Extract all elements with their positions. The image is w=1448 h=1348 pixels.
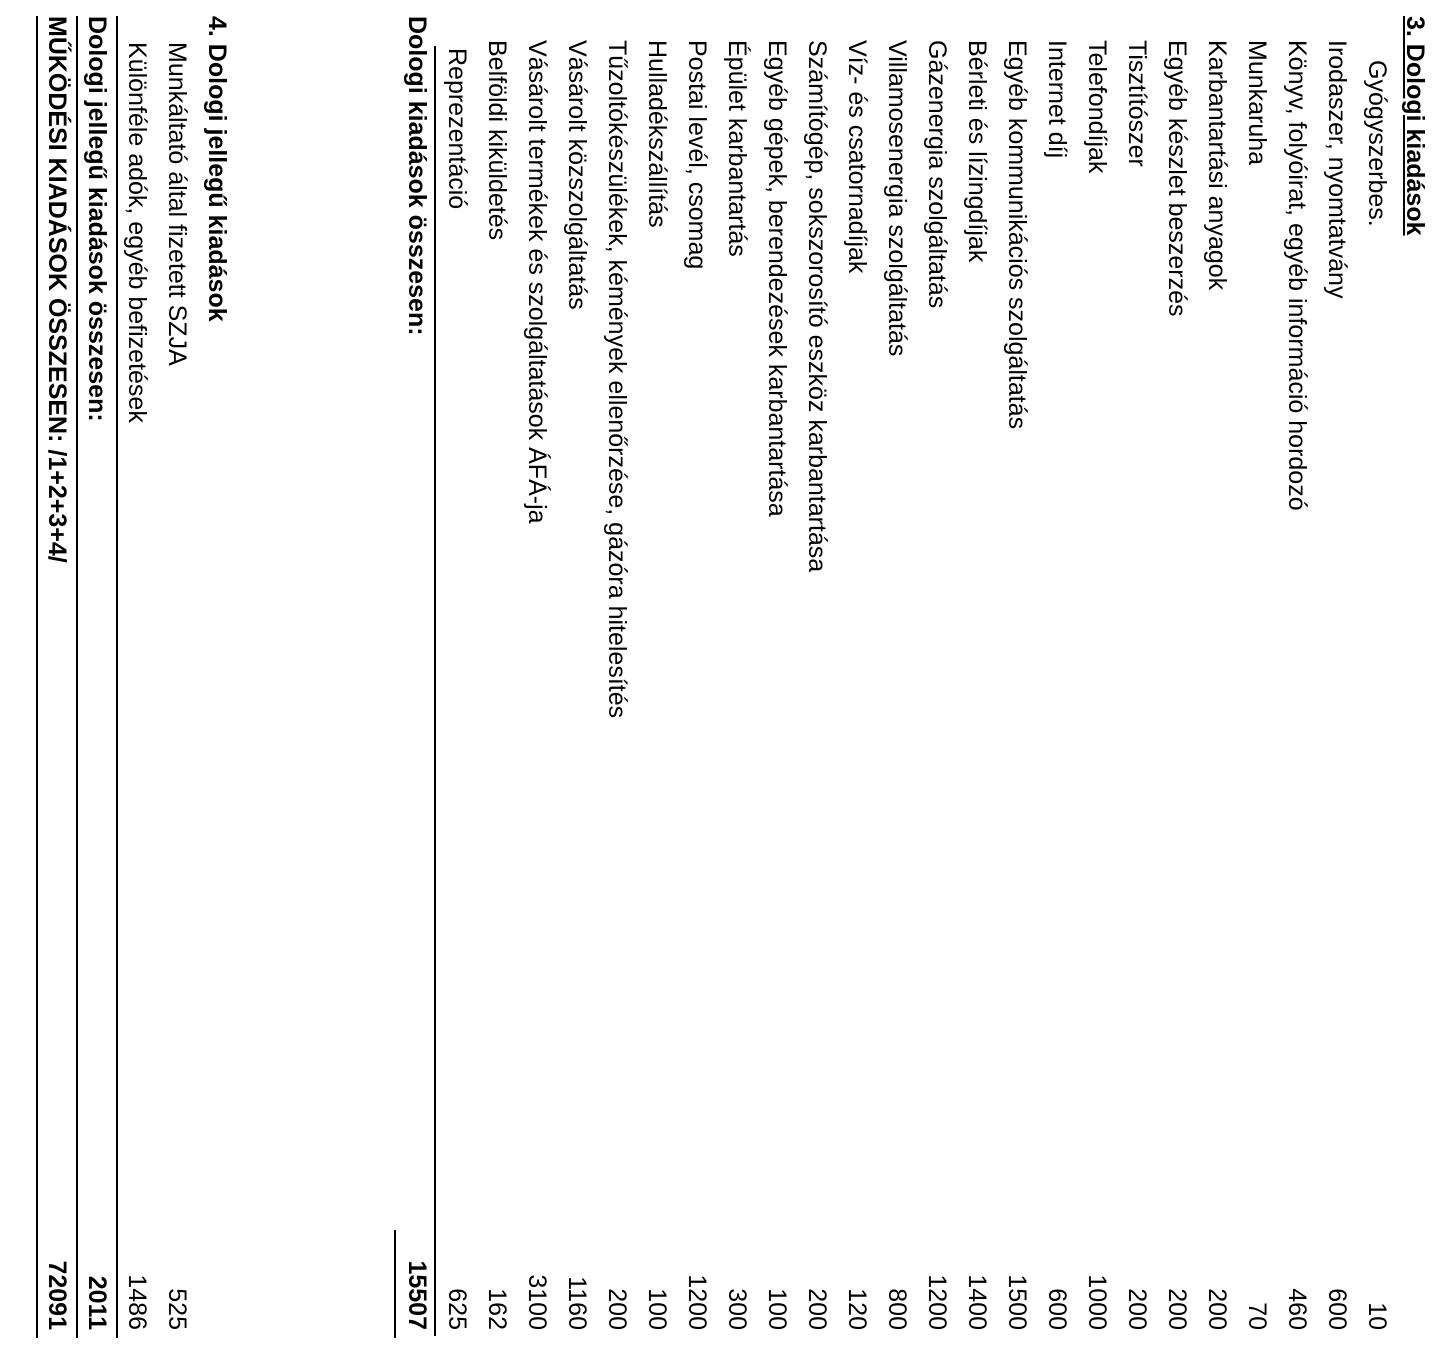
section3-total-label: Dologi kiadások összesen: bbox=[403, 16, 431, 336]
list-item: Gázenergia szolgáltatás 1200 bbox=[918, 0, 956, 1348]
item-label: Belföldi kiküldetés bbox=[483, 40, 511, 241]
item-value: 600 bbox=[1323, 1288, 1351, 1330]
divider bbox=[116, 16, 118, 1338]
item-value: 200 bbox=[1203, 1288, 1231, 1330]
item-value: 525 bbox=[163, 1288, 191, 1330]
item-label: Vásárolt termékek és szolgáltatások ÁFÁ-… bbox=[523, 40, 551, 524]
item-value: 300 bbox=[723, 1288, 751, 1330]
section4-total-value: 2011 bbox=[83, 1275, 111, 1330]
list-item: Irodaszer, nyomtatvány 600 bbox=[1318, 0, 1356, 1348]
list-item: Karbantartási anyagok 200 bbox=[1198, 0, 1236, 1348]
item-value: 100 bbox=[763, 1288, 791, 1330]
item-value: 200 bbox=[803, 1288, 831, 1330]
list-item: Számítógép, sokszorosító eszköz karbanta… bbox=[798, 0, 836, 1348]
item-label: Gázenergia szolgáltatás bbox=[923, 40, 951, 309]
item-value: 70 bbox=[1243, 1302, 1271, 1330]
item-label: Munkáltató által fizetett SZJA bbox=[163, 42, 191, 366]
item-label: Bérleti és lízingdíjak bbox=[963, 40, 991, 263]
item-value: 1200 bbox=[923, 1274, 951, 1330]
grand-total-value: 72091 bbox=[43, 1260, 71, 1330]
item-label: Különféle adók, egyéb befizetések bbox=[123, 42, 151, 423]
divider bbox=[36, 16, 38, 1338]
item-label: Irodaszer, nyomtatvány bbox=[1323, 40, 1351, 299]
list-item: Internet díj 600 bbox=[1038, 0, 1076, 1348]
section3-total-row: Dologi kiadások összesen: 15507 bbox=[398, 0, 436, 1348]
list-item: Gyógyszerbes. 10 bbox=[1358, 0, 1396, 1348]
grand-total-label: MŰKÖDÉSI KIADÁSOK ÖSSZESEN: /1+2+3+4/ bbox=[43, 16, 71, 563]
item-label: Egyéb gépek, berendezések karbantartása bbox=[763, 40, 791, 517]
item-value: 600 bbox=[1043, 1288, 1071, 1330]
list-item: Belföldi kiküldetés 162 bbox=[478, 0, 516, 1348]
item-value: 3100 bbox=[523, 1274, 551, 1330]
item-value: 100 bbox=[643, 1288, 671, 1330]
item-value: 162 bbox=[483, 1288, 511, 1330]
item-value: 200 bbox=[1163, 1288, 1191, 1330]
section4-total-label: Dologi jellegű kiadások összesen: bbox=[83, 16, 111, 422]
list-item: Bérleti és lízingdíjak 1400 bbox=[958, 0, 996, 1348]
list-item: Reprezentáció 625 bbox=[438, 0, 476, 1348]
item-value: 200 bbox=[1123, 1288, 1151, 1330]
item-value: 1500 bbox=[1003, 1274, 1031, 1330]
item-label: Egyéb kommunikációs szolgáltatás bbox=[1003, 40, 1031, 430]
section4-total-row: Dologi jellegű kiadások összesen: 2011 bbox=[78, 0, 116, 1348]
divider bbox=[394, 1230, 396, 1338]
item-value: 10 bbox=[1363, 1302, 1391, 1330]
item-value: 1160 bbox=[563, 1276, 591, 1330]
divider bbox=[76, 16, 78, 1338]
item-label: Számítógép, sokszorosító eszköz karbanta… bbox=[803, 40, 831, 573]
item-value: 1400 bbox=[963, 1274, 991, 1330]
list-item: Vásárolt közszolgáltatás 1160 bbox=[558, 0, 596, 1348]
item-value: 1000 bbox=[1083, 1274, 1111, 1330]
item-value: 800 bbox=[883, 1288, 911, 1330]
list-item: Tisztítószer 200 bbox=[1118, 0, 1156, 1348]
list-item: Könyv, folyóirat, egyéb információ hordo… bbox=[1278, 0, 1316, 1348]
list-item: Munkáltató által fizetett SZJA 525 bbox=[158, 0, 196, 1348]
section4-heading-row: 4. Dologi jellegű kiadások bbox=[198, 0, 236, 1348]
list-item: Épület karbantartás 300 bbox=[718, 0, 756, 1348]
item-label: Hulladékszállítás bbox=[643, 40, 671, 228]
list-item: Különféle adók, egyéb befizetések 1486 bbox=[118, 0, 156, 1348]
list-item: Munkaruha 70 bbox=[1238, 0, 1276, 1348]
item-label: Internet díj bbox=[1043, 40, 1071, 159]
item-label: Munkaruha bbox=[1243, 40, 1271, 166]
item-value: 460 bbox=[1283, 1288, 1311, 1330]
item-label: Tűzoltókészülékek, kémények ellenőrzése,… bbox=[603, 40, 631, 719]
list-item: Postai levél, csomag 1200 bbox=[678, 0, 716, 1348]
list-item: Tűzoltókészülékek, kémények ellenőrzése,… bbox=[598, 0, 636, 1348]
list-item: Telefondíjak 1000 bbox=[1078, 0, 1116, 1348]
list-item: Vásárolt termékek és szolgáltatások ÁFÁ-… bbox=[518, 0, 556, 1348]
item-label: Karbantartási anyagok bbox=[1203, 40, 1231, 291]
item-value: 1200 bbox=[683, 1274, 711, 1330]
list-item: Egyéb gépek, berendezések karbantartása … bbox=[758, 0, 796, 1348]
list-item: Egyéb kommunikációs szolgáltatás 1500 bbox=[998, 0, 1036, 1348]
item-label: Postai levél, csomag bbox=[683, 40, 711, 270]
item-value: 120 bbox=[843, 1288, 871, 1330]
item-label: Telefondíjak bbox=[1083, 40, 1111, 174]
item-value: 1486 bbox=[123, 1274, 151, 1330]
item-value: 200 bbox=[603, 1288, 631, 1330]
item-label: Villamosenergia szolgáltatás bbox=[883, 40, 911, 357]
item-label: Könyv, folyóirat, egyéb információ hordo… bbox=[1283, 40, 1311, 511]
item-value: 625 bbox=[443, 1288, 471, 1330]
list-item: Egyéb készlet beszerzés 200 bbox=[1158, 0, 1196, 1348]
item-label: Vásárolt közszolgáltatás bbox=[563, 40, 591, 310]
item-label: Épület karbantartás bbox=[723, 40, 751, 257]
item-label: Reprezentáció bbox=[443, 48, 471, 210]
item-label: Tisztítószer bbox=[1123, 40, 1151, 167]
section3-title: 3. Dologi kiadások bbox=[1401, 16, 1429, 236]
section4-title: 4. Dologi jellegű kiadások bbox=[203, 16, 231, 322]
list-item: Víz- és csatornadíjak 120 bbox=[838, 0, 876, 1348]
grand-total-row: MŰKÖDÉSI KIADÁSOK ÖSSZESEN: /1+2+3+4/ 72… bbox=[38, 0, 76, 1348]
item-label: Gyógyszerbes. bbox=[1363, 60, 1391, 227]
section3-total-value: 15507 bbox=[403, 1260, 431, 1330]
item-label: Víz- és csatornadíjak bbox=[843, 40, 871, 274]
section3-heading-row: 3. Dologi kiadások bbox=[1396, 0, 1434, 1348]
item-label: Egyéb készlet beszerzés bbox=[1163, 40, 1191, 317]
list-item: Hulladékszállítás 100 bbox=[638, 0, 676, 1348]
list-item: Villamosenergia szolgáltatás 800 bbox=[878, 0, 916, 1348]
